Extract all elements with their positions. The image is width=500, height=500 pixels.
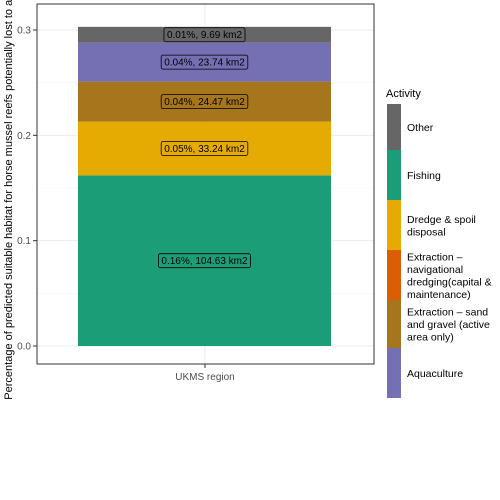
bar-data-label-box xyxy=(160,141,249,156)
bar-data-label: 0.05%, 33.24 km2 xyxy=(164,144,245,155)
legend-label: Fishing xyxy=(407,170,441,182)
legend-label: Dredge & spoil disposal xyxy=(407,214,476,239)
legend-key xyxy=(387,348,401,398)
bar-data-label-box xyxy=(158,253,251,269)
legend-label: Other xyxy=(407,122,434,134)
y-tick-label: 0.3 xyxy=(17,26,31,37)
bar-segment xyxy=(78,81,331,122)
bar-data-label: 0.04%, 23.74 km2 xyxy=(164,58,245,69)
legend-label: Aquaculture xyxy=(407,368,463,380)
legend-label: Extraction – sand and gravel (active area … xyxy=(407,307,490,344)
legend-label: Extraction – navigational dredging(capital… xyxy=(407,251,492,301)
x-axis: UKMS region xyxy=(175,364,235,383)
legend-title: Activity xyxy=(386,88,421,100)
y-tick-label: 0.1 xyxy=(17,236,31,247)
legend-key xyxy=(387,150,401,200)
y-axis: 0.0 0.1 0.2 0.3 xyxy=(17,26,37,353)
legend-key xyxy=(387,250,401,300)
bar-data-label-box xyxy=(163,27,246,43)
y-tick-label: 0.2 xyxy=(17,131,31,142)
legend-key xyxy=(387,104,401,150)
legend-key xyxy=(387,300,401,348)
y-tick-label: 0.0 xyxy=(17,342,31,353)
bar-data-label-box xyxy=(160,94,249,110)
bar-segment xyxy=(78,26,331,43)
x-tick-label: UKMS region xyxy=(175,372,234,383)
bar-data-label: 0.16%, 104.63 km2 xyxy=(161,256,248,267)
bar-data-label-box xyxy=(160,54,249,70)
bar-segment xyxy=(78,121,331,176)
bar-segment xyxy=(78,42,331,82)
bar-segment xyxy=(78,175,331,346)
legend: Activity Other Fishing Dredge & spoil dispo… xyxy=(386,88,492,398)
bar-data-label: 0.01%, 9.69 km2 xyxy=(167,30,242,41)
bar-segments: 0.16%, 104.63 km2 0.05%, 33.24 km2 0.04%, … xyxy=(78,26,331,346)
y-axis-title: Percentage of predicted suitable habitat… xyxy=(3,0,15,400)
legend-key xyxy=(387,200,401,250)
bar-data-label: 0.04%, 24.47 km2 xyxy=(164,97,245,108)
